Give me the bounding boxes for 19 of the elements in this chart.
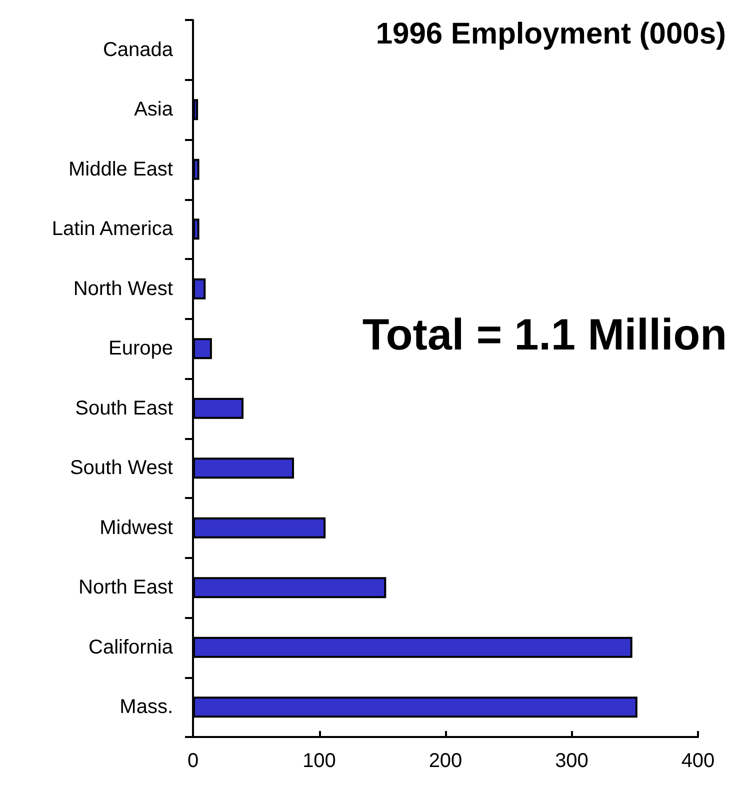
x-tick-label: 100 — [302, 750, 336, 772]
y-tick-label: Europe — [108, 338, 173, 360]
y-tick-label: South East — [75, 397, 174, 420]
y-tick-label: North East — [78, 576, 174, 599]
y-tick-label: Middle East — [68, 158, 174, 180]
y-tick-label: North West — [73, 278, 174, 300]
y-tick-label: South West — [70, 457, 174, 480]
y-tick-label: California — [88, 636, 174, 658]
y-tick-label: Canada — [102, 38, 174, 61]
y-tick-label: Latin America — [52, 218, 174, 240]
x-tick-label: 200 — [428, 750, 462, 772]
y-tick-label: Mass. — [120, 696, 173, 718]
x-tick-label: 300 — [555, 750, 588, 772]
annotation: Total = 1.1 Million — [362, 310, 728, 360]
x-tick-label: 0 — [187, 750, 199, 772]
y-tick-label: Midwest — [100, 516, 174, 539]
y-tick-label: Asia — [134, 98, 174, 121]
chart-title: 1996 Employment (000s) — [376, 18, 726, 50]
x-tick-label: 400 — [681, 750, 715, 772]
